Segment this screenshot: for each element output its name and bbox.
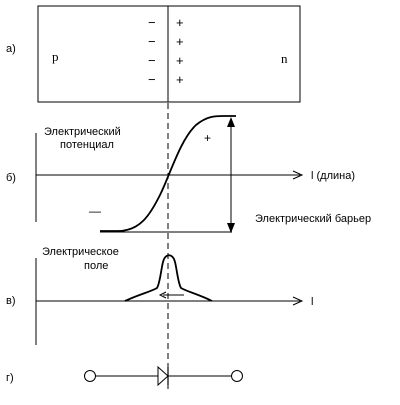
p-region-label: p — [52, 49, 59, 64]
potential-axis-label-line2: потенциал — [60, 139, 114, 151]
panel-label-a: а) — [6, 43, 16, 55]
junction-box — [37, 5, 301, 103]
positive-charge-sign: + — [176, 53, 184, 68]
x-axis-arrow — [292, 170, 304, 180]
diode-terminal-right — [231, 370, 243, 382]
barrier-arrow-up — [227, 117, 235, 127]
positive-charge-sign: + — [176, 72, 184, 87]
potential-axis-label-line1: Электрический — [44, 126, 121, 138]
panel-label-v: в) — [6, 295, 16, 307]
field-x-axis-arrow — [292, 296, 304, 306]
plus-side-mark: + — [204, 131, 211, 145]
negative-charge-sign: − — [148, 72, 156, 87]
field-axis-label-line1: Электрическое — [42, 246, 119, 258]
barrier-arrow-down — [227, 223, 235, 233]
field-axis-label-line2: поле — [84, 260, 108, 272]
minus-side-mark: — — [89, 204, 101, 218]
diode-terminal-left — [84, 370, 96, 382]
barrier-label: Электрический барьер — [255, 213, 371, 225]
negative-charge-sign: − — [148, 34, 156, 49]
potential-x-axis-label: l (длина) — [311, 170, 355, 182]
negative-charge-sign: − — [148, 15, 156, 30]
space-charge-region: − + − + − + − + — [148, 15, 184, 87]
field-x-axis-label: l — [311, 296, 313, 308]
diode-triangle — [157, 365, 169, 387]
negative-charge-sign: − — [148, 53, 156, 68]
field-direction-arrowhead — [158, 291, 167, 299]
field-peak-curve — [124, 254, 213, 302]
potential-curve — [100, 115, 236, 232]
panel-label-b: б) — [6, 172, 16, 184]
panel-label-g: г) — [6, 372, 14, 384]
n-region-label: n — [281, 51, 288, 66]
positive-charge-sign: + — [176, 34, 184, 49]
positive-charge-sign: + — [176, 15, 184, 30]
